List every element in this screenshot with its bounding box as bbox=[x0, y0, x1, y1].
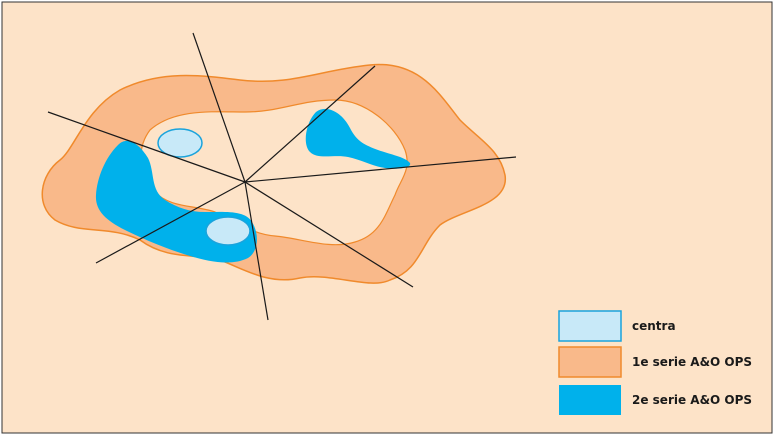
radial-line bbox=[244, 181, 269, 321]
legend-swatch-second-series bbox=[559, 385, 621, 415]
legend-label-centra: centra bbox=[632, 319, 676, 333]
second-series-region-right bbox=[305, 108, 411, 169]
center-region-bottom bbox=[205, 216, 251, 246]
legend: centra 1e serie A&O OPS 2e serie A&O OPS bbox=[558, 310, 752, 415]
radial-line bbox=[47, 111, 246, 183]
legend-label-second-series: 2e serie A&O OPS bbox=[632, 393, 752, 407]
legend-swatch-first-series bbox=[558, 346, 622, 378]
radial-line bbox=[192, 32, 246, 183]
radial-line bbox=[95, 181, 246, 264]
legend-swatch-centra bbox=[558, 310, 622, 342]
radial-line bbox=[244, 181, 414, 288]
radial-line bbox=[244, 65, 376, 183]
radial-lines bbox=[47, 32, 517, 321]
center-region-top bbox=[157, 128, 203, 158]
legend-label-first-series: 1e serie A&O OPS bbox=[632, 355, 752, 369]
radial-line bbox=[244, 156, 517, 183]
